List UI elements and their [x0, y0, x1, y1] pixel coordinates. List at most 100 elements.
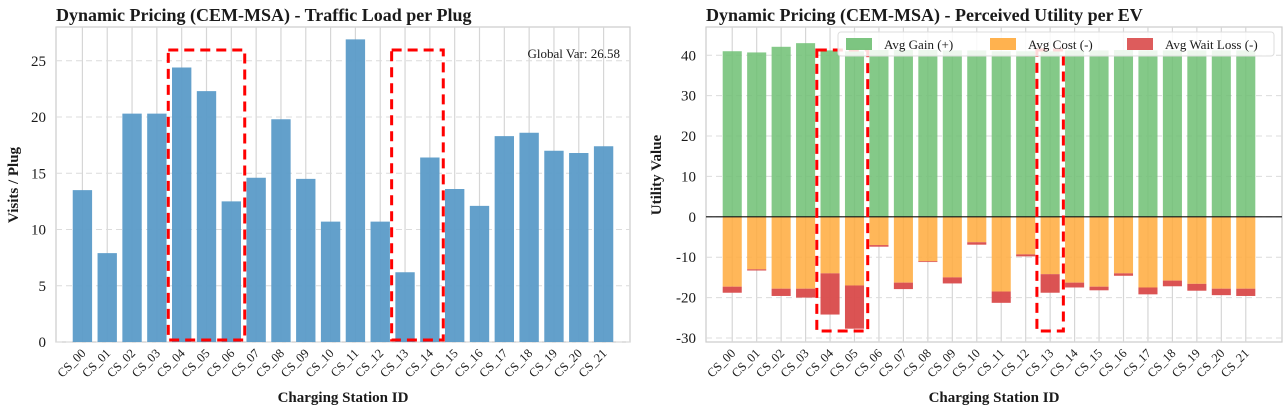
cost-bar-CS_21	[1236, 216, 1256, 289]
cost-bar-CS_00	[722, 216, 742, 287]
cost-bar-CS_19	[1187, 216, 1207, 284]
wait-loss-bar-CS_17	[1138, 287, 1158, 295]
wait-loss-bar-CS_19	[1187, 283, 1207, 291]
gain-bar-CS_03	[796, 43, 816, 217]
bar-CS_20	[569, 153, 589, 342]
y-tick-label: 20	[681, 129, 696, 145]
gain-bar-CS_11	[991, 51, 1011, 217]
cost-bar-CS_20	[1211, 216, 1231, 289]
wait-loss-bar-CS_14	[1065, 282, 1085, 288]
legend-swatch	[990, 38, 1016, 50]
plot-area	[705, 26, 1283, 343]
wait-loss-bar-CS_21	[1236, 288, 1256, 296]
cost-bar-CS_15	[1089, 216, 1109, 287]
wait-loss-bar-CS_00	[722, 286, 742, 293]
cost-bar-CS_01	[747, 216, 767, 270]
wait-loss-bar-CS_06	[869, 245, 889, 247]
bar-CS_00	[72, 190, 93, 342]
bar-CS_07	[246, 177, 266, 342]
bar-CS_03	[147, 113, 167, 342]
gain-bar-CS_04	[820, 50, 840, 217]
gain-bar-CS_01	[747, 52, 767, 217]
chart-title: Dynamic Pricing (CEM-MSA) - Perceived Ut…	[706, 5, 1143, 26]
y-tick-label: -20	[676, 291, 696, 307]
cost-bar-CS_16	[1113, 216, 1134, 274]
highlight-box	[390, 48, 445, 342]
gain-bar-CS_20	[1211, 50, 1231, 217]
legend-swatch	[846, 38, 872, 50]
y-tick-label: 30	[681, 89, 696, 105]
gain-bar-CS_06	[869, 50, 889, 217]
global-variance-annotation: Global Var: 26.58	[527, 46, 620, 61]
legend-box	[837, 31, 1275, 57]
cost-bar-CS_08	[918, 216, 938, 262]
gain-bar-CS_12	[1016, 51, 1036, 217]
bar-CS_18	[519, 132, 539, 342]
wait-loss-bar-CS_07	[893, 282, 913, 290]
wait-loss-bar-CS_11	[991, 291, 1011, 303]
bar-CS_02	[122, 113, 142, 342]
cost-bar-CS_14	[1065, 216, 1085, 283]
y-tick-label: 0	[39, 335, 47, 351]
y-tick-label: -30	[676, 331, 696, 347]
y-tick-label: 10	[681, 169, 696, 185]
plot-area	[55, 26, 631, 343]
wait-loss-bar-CS_03	[796, 288, 816, 298]
y-tick-label: 10	[31, 223, 46, 239]
wait-loss-bar-CS_04	[820, 273, 840, 315]
cost-bar-CS_02	[771, 216, 791, 289]
gain-bar-CS_16	[1113, 50, 1134, 217]
wait-loss-bar-CS_20	[1211, 288, 1231, 296]
cost-bar-CS_13	[1040, 216, 1060, 275]
gain-bar-CS_21	[1236, 50, 1256, 217]
x-axis-label: Charging Station ID	[929, 390, 1060, 406]
bar-CS_04	[172, 67, 192, 342]
bar-CS_17	[494, 136, 514, 342]
gain-bar-CS_02	[771, 46, 791, 217]
wait-loss-bar-CS_10	[967, 242, 987, 245]
gain-bar-CS_00	[722, 51, 742, 217]
legend-label: Avg Wait Loss (-)	[1165, 37, 1258, 52]
highlight-box	[166, 48, 247, 342]
wait-loss-bar-CS_15	[1089, 286, 1109, 291]
wait-loss-bar-CS_01	[747, 269, 767, 271]
gain-bar-CS_19	[1187, 50, 1207, 217]
bar-CS_06	[221, 201, 241, 342]
gain-bar-CS_07	[893, 50, 913, 217]
x-tick-label: CS_21	[1218, 346, 1252, 380]
cost-bar-CS_05	[844, 216, 865, 286]
y-axis-label: Visits / Plug	[6, 146, 22, 223]
cost-bar-CS_10	[967, 216, 987, 243]
wait-loss-bar-CS_02	[771, 288, 791, 296]
chart-perceived-utility: Dynamic Pricing (CEM-MSA) - Perceived Ut…	[649, 5, 1283, 406]
bar-CS_11	[345, 39, 366, 342]
cost-bar-CS_18	[1162, 216, 1182, 281]
wait-loss-bar-CS_08	[918, 261, 938, 263]
bar-CS_01	[97, 253, 117, 342]
cost-bar-CS_03	[796, 216, 816, 289]
y-tick-label: 15	[31, 166, 46, 182]
legend: Avg Gain (+) Avg Cost (-) Avg Wait Loss (-…	[837, 31, 1275, 57]
bar-CS_14	[420, 157, 440, 342]
wait-loss-bar-CS_09	[942, 277, 962, 284]
bar-CS_09	[296, 178, 316, 342]
cost-bar-CS_07	[893, 216, 913, 283]
bar-CS_15	[445, 189, 465, 342]
legend-label: Avg Gain (+)	[884, 37, 953, 52]
bar-CS_13	[395, 272, 415, 342]
y-tick-label: 5	[39, 279, 47, 295]
legend-swatch	[1127, 38, 1153, 50]
y-axis-label: Utility Value	[649, 134, 665, 215]
gain-bar-CS_15	[1089, 50, 1109, 217]
wait-loss-bar-CS_05	[844, 285, 865, 329]
cost-bar-CS_09	[942, 216, 962, 278]
bar-CS_08	[271, 119, 291, 342]
gain-bar-CS_09	[942, 50, 962, 217]
bar-CS_21	[593, 146, 614, 342]
gain-bar-CS_13	[1040, 51, 1060, 217]
chart-traffic-load: Dynamic Pricing (CEM-MSA) - Traffic Load…	[6, 5, 631, 406]
wait-loss-bar-CS_16	[1113, 273, 1134, 276]
x-tick-label: CS_21	[576, 346, 610, 380]
gain-bar-CS_05	[844, 51, 865, 217]
